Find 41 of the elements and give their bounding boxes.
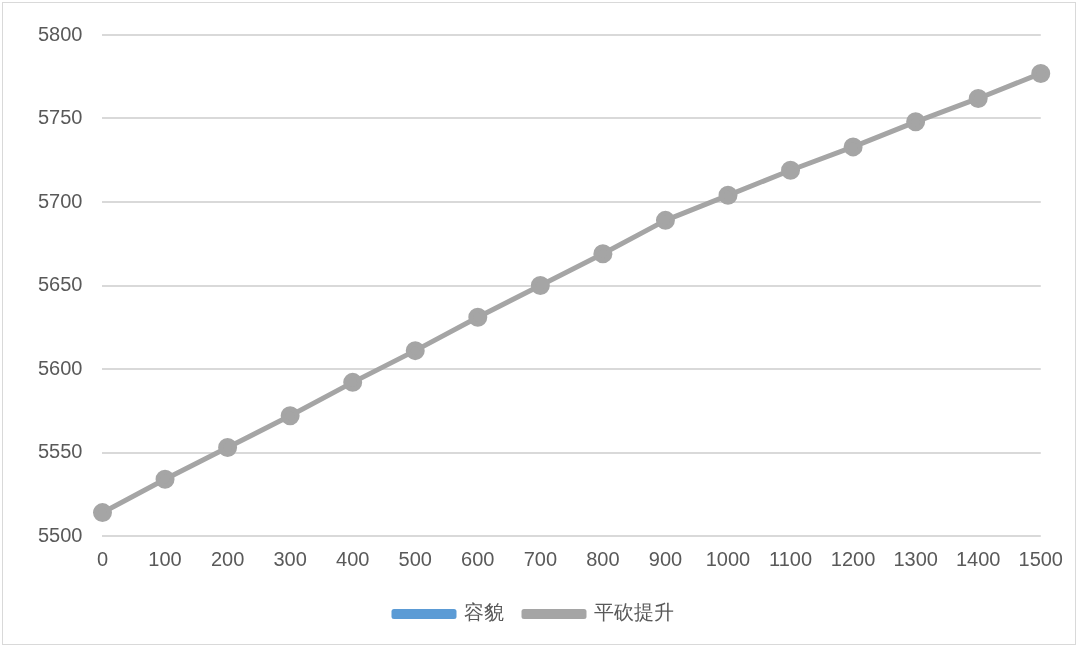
point: [1031, 63, 1051, 83]
point: [155, 469, 175, 489]
y-tick-label: 5500: [37, 523, 83, 546]
point: [530, 276, 550, 295]
x-tick-label: 100: [148, 547, 182, 570]
x-tick-label: 800: [586, 547, 620, 570]
point: [343, 372, 363, 392]
point: [843, 137, 863, 157]
point: [593, 244, 613, 264]
y-tick-label: 5600: [37, 356, 83, 379]
x-tick-label: 600: [461, 547, 495, 570]
y-tick-label: 5550: [37, 440, 83, 463]
x-tick-label: 1100: [769, 547, 813, 570]
point: [468, 307, 488, 327]
y-tick-label: 5650: [37, 273, 83, 296]
y-tick-label: 5800: [37, 22, 83, 45]
x-tick-label: 300: [273, 547, 307, 570]
legend-label: 容貌: [464, 600, 504, 625]
point: [718, 185, 738, 205]
point: [968, 88, 988, 108]
point: [655, 210, 675, 230]
point: [906, 112, 926, 132]
y-tick-label: 5750: [37, 106, 83, 129]
x-tick-label: 700: [523, 547, 558, 570]
x-tick-label: 1000: [705, 547, 751, 570]
x-tick-label: 1500: [1018, 547, 1063, 570]
x-tick-label: 0: [96, 547, 109, 570]
point: [781, 160, 801, 180]
x-tick-label: 1300: [893, 547, 938, 570]
x-tick-label: 200: [210, 547, 245, 570]
legend-label: 平砍提升: [594, 600, 674, 625]
y-tick-label: 5700: [37, 189, 83, 212]
point: [405, 341, 425, 361]
x-tick-label: 400: [336, 547, 370, 570]
x-tick-label: 1400: [955, 547, 1001, 570]
point: [92, 503, 112, 523]
point: [280, 406, 300, 426]
x-tick-label: 1200: [830, 547, 876, 570]
x-tick-label: 900: [648, 547, 683, 570]
x-tick-label: 500: [398, 547, 432, 570]
point: [218, 437, 238, 457]
